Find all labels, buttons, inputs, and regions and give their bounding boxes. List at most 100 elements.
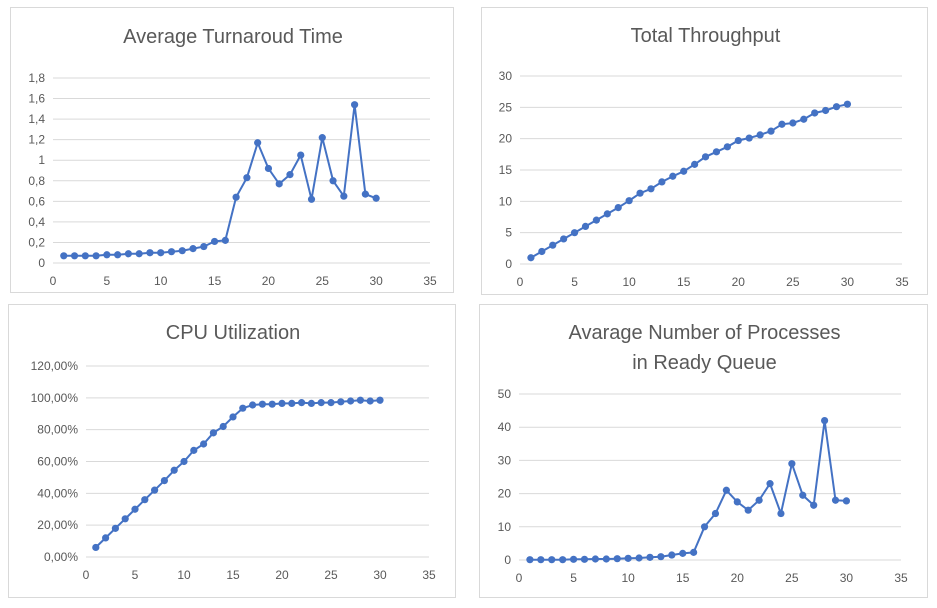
x-tick-label: 0 <box>83 568 90 582</box>
chart-title: CPU Utilization <box>166 322 300 344</box>
data-point <box>180 457 188 466</box>
data-point <box>624 554 632 562</box>
data-point <box>219 422 227 431</box>
data-point <box>317 399 325 407</box>
y-tick-label: 80,00% <box>37 423 78 437</box>
chart-panel-turnaround: Average Turnaroud Time 0 0,2 0,4 0,6 0,8 1 1,2 1… <box>10 7 454 293</box>
data-point <box>789 119 797 127</box>
data-point <box>124 250 132 258</box>
data-point <box>625 197 633 205</box>
data-point <box>647 185 655 193</box>
data-point <box>756 131 764 139</box>
data-point <box>722 486 730 494</box>
y-tick-label: 120,00% <box>31 359 79 373</box>
y-tick-label: 5 <box>505 226 512 240</box>
data-point <box>810 501 818 509</box>
data-point <box>646 553 654 561</box>
data-point <box>669 172 677 180</box>
x-tick-label: 10 <box>621 571 635 585</box>
data-point <box>613 555 621 563</box>
data-point <box>111 524 119 532</box>
x-tick-label: 35 <box>894 571 908 585</box>
y-tick-label: 1,8 <box>28 71 45 85</box>
data-point <box>766 480 774 488</box>
x-tick-label: 15 <box>676 571 690 585</box>
data-point <box>229 413 237 421</box>
data-point <box>832 103 841 111</box>
data-point <box>366 397 374 405</box>
x-tick-label: 25 <box>786 275 800 289</box>
data-point <box>200 242 208 251</box>
data-point <box>570 229 579 237</box>
data-point <box>347 397 355 405</box>
x-tick-label: 20 <box>731 571 745 585</box>
data-point <box>538 247 546 256</box>
data-point <box>635 554 643 562</box>
data-point <box>821 416 829 425</box>
chart-cpu: CPU Utilization 0,00% 20,00% 40,00% 60,00% 80… <box>31 322 436 582</box>
data-point <box>712 148 721 156</box>
data-point <box>690 548 698 556</box>
data-point <box>842 497 851 505</box>
data-point <box>560 235 568 243</box>
data-point <box>767 127 775 135</box>
data-point <box>376 396 384 404</box>
data-point <box>190 446 198 454</box>
data-point <box>777 509 785 518</box>
x-tick-label: 25 <box>316 274 330 288</box>
x-tick-label: 10 <box>154 274 168 288</box>
y-tick-label: 1,2 <box>28 133 45 147</box>
data-point <box>788 460 796 468</box>
data-point <box>723 143 731 151</box>
x-tick-label: 5 <box>104 274 111 288</box>
data-point <box>733 498 741 506</box>
data-point <box>200 440 208 448</box>
x-tick-label: 20 <box>275 568 289 582</box>
data-point <box>799 491 807 499</box>
data-point <box>160 477 168 485</box>
data-point <box>268 400 276 408</box>
data-point <box>141 496 149 504</box>
data-point <box>340 192 348 200</box>
data-point <box>178 247 186 255</box>
data-point <box>243 174 251 182</box>
data-point <box>151 486 159 494</box>
y-tick-label: 100,00% <box>31 391 79 405</box>
data-point <box>591 555 599 563</box>
y-tick-label: 0,8 <box>28 174 45 188</box>
series-line <box>529 420 847 561</box>
x-tick-label: 15 <box>208 274 222 288</box>
y-tick-label: 0,00% <box>44 550 78 564</box>
data-point <box>121 515 129 523</box>
data-point <box>249 401 257 409</box>
chart-title: in Ready Queue <box>632 352 777 374</box>
data-point <box>701 153 710 161</box>
data-point <box>135 250 143 258</box>
chart-panel-ready-queue: Avarage Number of Processes in Ready Queu… <box>479 304 928 598</box>
chart-title: Total Throughput <box>631 25 781 47</box>
data-point <box>657 553 665 561</box>
data-point <box>351 101 359 109</box>
data-point <box>745 134 753 142</box>
chart-panel-cpu: CPU Utilization 0,00% 20,00% 40,00% 60,00% 80… <box>8 304 456 598</box>
x-tick-label: 10 <box>177 568 191 582</box>
x-tick-label: 15 <box>226 568 240 582</box>
data-point <box>356 396 364 404</box>
series-line <box>530 103 848 259</box>
y-tick-label: 20 <box>499 132 513 146</box>
data-point <box>146 249 154 257</box>
x-tick-label: 25 <box>785 571 799 585</box>
data-point <box>843 100 852 108</box>
data-point <box>210 237 219 246</box>
data-point <box>114 251 122 259</box>
x-tick-label: 35 <box>423 274 437 288</box>
data-point <box>337 398 345 406</box>
data-point <box>288 399 296 408</box>
data-point <box>232 193 240 201</box>
y-tick-label: 0 <box>505 257 512 271</box>
data-point <box>221 236 229 244</box>
y-tick-label: 1,6 <box>28 92 45 106</box>
data-point <box>307 399 315 408</box>
x-tick-label: 25 <box>324 568 338 582</box>
data-point <box>275 180 283 188</box>
